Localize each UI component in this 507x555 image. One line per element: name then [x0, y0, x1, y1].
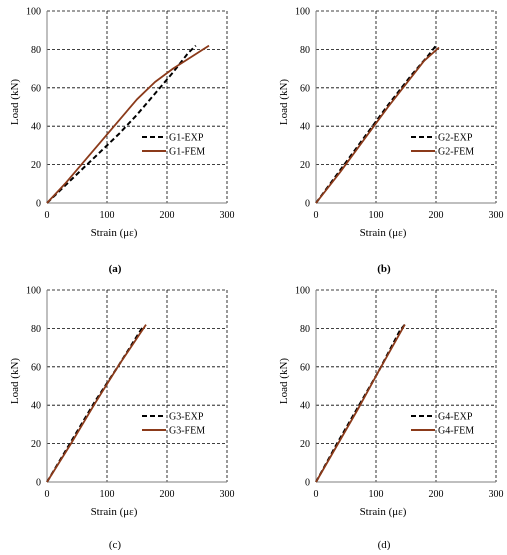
y-tick-label: 20: [300, 439, 310, 450]
legend-label: G3-FEM: [169, 426, 205, 437]
y-tick-label: 60: [31, 83, 41, 94]
x-tick-label: 0: [314, 210, 319, 221]
y-axis-title: Load (kN): [278, 79, 290, 125]
y-tick-label: 0: [36, 478, 41, 489]
panel-label: (a): [109, 263, 122, 275]
series-line-g3-fem: [46, 324, 147, 483]
y-tick-label: 60: [31, 362, 41, 373]
y-axis-title: Load (kN): [278, 358, 290, 404]
x-axis-title: Strain (με): [91, 506, 138, 518]
x-tick-label: 100: [369, 210, 384, 221]
legend-label: G4-EXP: [438, 412, 473, 423]
y-tick-label: 40: [31, 401, 41, 412]
x-axis-title: Strain (με): [91, 227, 138, 239]
y-tick-label: 100: [26, 7, 41, 18]
chart-panel-3: 0 100 200 300 0 20 40 60 80 100 Strain (με) Load (k…: [9, 286, 235, 552]
y-tick-label: 0: [305, 199, 310, 210]
y-tick-label: 0: [36, 199, 41, 210]
x-tick-label: 300: [489, 210, 504, 221]
y-tick-label: 60: [300, 83, 310, 94]
chart-panel-1: 0 100 200 300 0 20 40 60 80 100 Strain (με) Load (k…: [9, 7, 235, 276]
x-tick-label: 100: [100, 489, 115, 500]
x-tick-label: 200: [429, 489, 444, 500]
x-tick-label: 100: [100, 210, 115, 221]
series-line-g2-exp: [315, 44, 437, 204]
x-tick-label: 100: [369, 489, 384, 500]
x-tick-label: 0: [45, 489, 50, 500]
legend-label: G4-FEM: [438, 426, 474, 437]
y-axis-title: Load (kN): [9, 358, 21, 404]
x-tick-label: 300: [220, 210, 235, 221]
y-tick-label: 100: [26, 286, 41, 297]
series-line-g1-fem: [46, 44, 210, 204]
y-tick-label: 40: [31, 122, 41, 133]
y-tick-label: 80: [31, 324, 41, 335]
y-tick-label: 20: [300, 160, 310, 171]
chart-panel-2: 0 100 200 300 0 20 40 60 80 100 Strain (με) Load (k…: [278, 7, 504, 276]
y-tick-label: 40: [300, 401, 310, 412]
series-line-g4-fem: [315, 324, 406, 483]
x-tick-label: 200: [160, 210, 175, 221]
x-tick-label: 200: [429, 210, 444, 221]
x-tick-label: 300: [489, 489, 504, 500]
y-tick-label: 100: [295, 7, 310, 18]
chart-panel-4: 0 100 200 300 0 20 40 60 80 100 Strain (με) Load (k…: [278, 286, 504, 552]
y-tick-label: 60: [300, 362, 310, 373]
panel-label: (b): [377, 263, 391, 275]
legend-label: G1-EXP: [169, 133, 204, 144]
y-tick-label: 0: [305, 478, 310, 489]
y-tick-label: 20: [31, 439, 41, 450]
y-tick-label: 80: [300, 45, 310, 56]
panel-label: (c): [109, 539, 122, 550]
y-tick-label: 100: [295, 286, 310, 297]
legend-label: G2-FEM: [438, 147, 474, 158]
legend-label: G1-FEM: [169, 147, 205, 158]
series-line-g2-fem: [315, 46, 440, 204]
x-tick-label: 0: [45, 210, 50, 221]
y-tick-label: 80: [31, 45, 41, 56]
legend-label: G3-EXP: [169, 412, 204, 423]
legend-label: G2-EXP: [438, 133, 473, 144]
x-tick-label: 0: [314, 489, 319, 500]
y-tick-label: 80: [300, 324, 310, 335]
x-axis-title: Strain (με): [360, 227, 407, 239]
panel-label: (d): [378, 539, 391, 550]
y-axis-title: Load (kN): [9, 79, 21, 125]
y-tick-label: 20: [31, 160, 41, 171]
x-axis-title: Strain (με): [360, 506, 407, 518]
x-tick-label: 200: [160, 489, 175, 500]
x-tick-label: 300: [220, 489, 235, 500]
y-tick-label: 40: [300, 122, 310, 133]
